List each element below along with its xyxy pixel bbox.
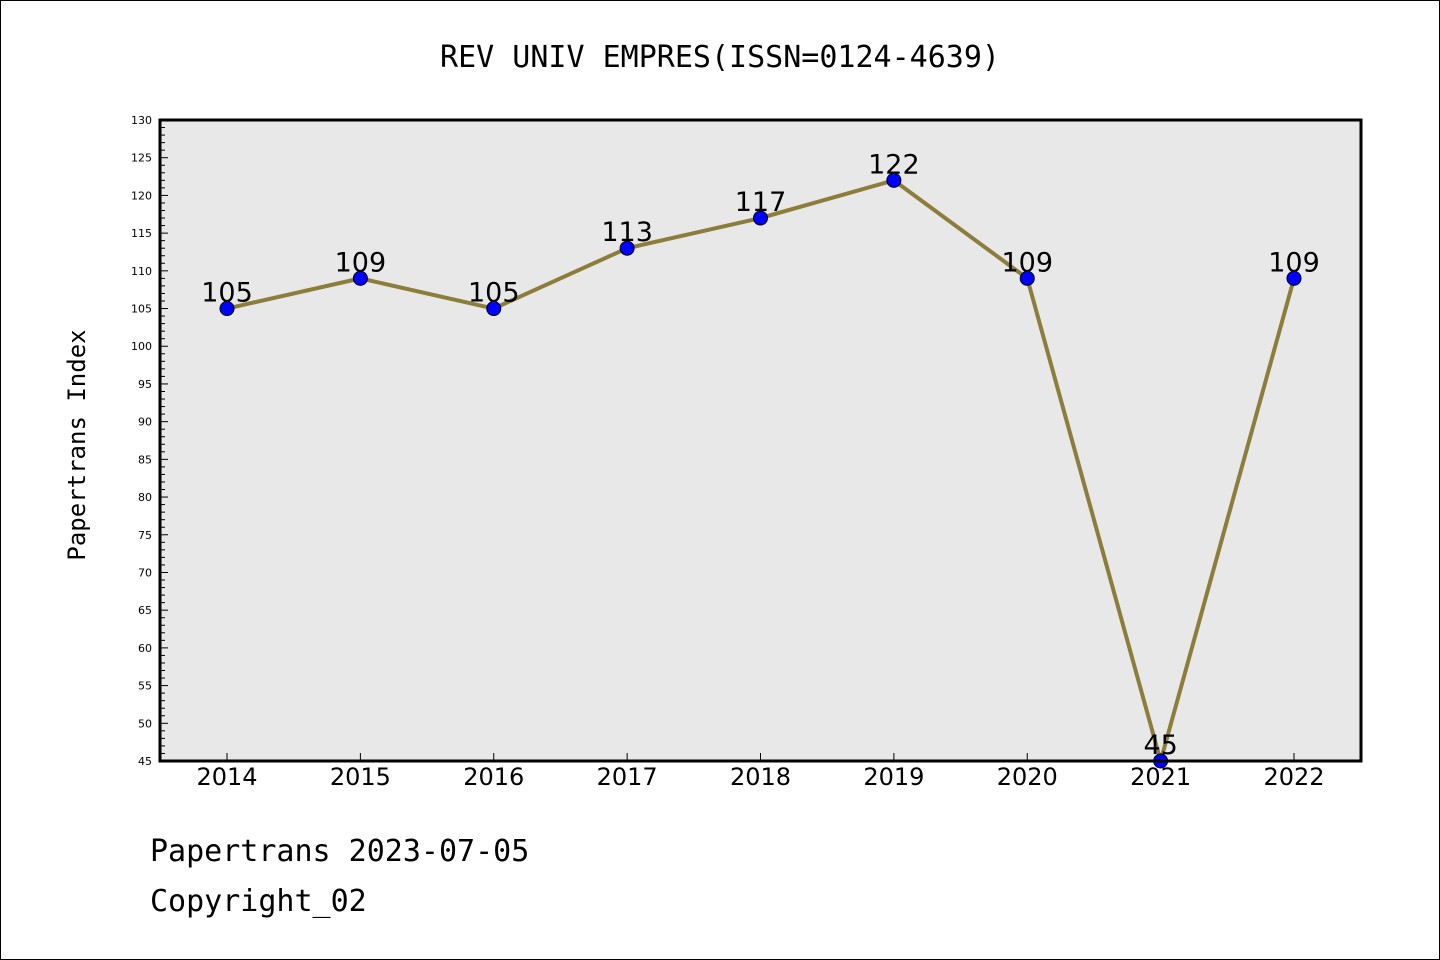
x-tick-label: 2020 (997, 763, 1058, 791)
x-tick-label: 2022 (1263, 763, 1324, 791)
y-tick-label: 110 (131, 265, 152, 278)
y-tick-label: 85 (138, 453, 152, 466)
y-tick-label: 65 (138, 604, 152, 617)
data-label: 105 (468, 278, 520, 309)
y-tick-label: 95 (138, 378, 152, 391)
x-tick-label: 2017 (597, 763, 658, 791)
chart-title: REV UNIV EMPRES(ISSN=0124-4639) (440, 40, 1000, 75)
data-point (753, 210, 768, 226)
footer-date: Papertrans 2023-07-05 (150, 834, 530, 869)
data-label: 109 (335, 247, 387, 278)
y-tick-label: 70 (138, 566, 152, 579)
data-label: 105 (201, 278, 253, 309)
data-label: 122 (868, 149, 920, 180)
data-point (886, 172, 902, 188)
x-tick-label: 2014 (196, 763, 257, 791)
y-tick-label: 90 (138, 416, 152, 429)
x-tick-label: 2015 (330, 763, 391, 791)
plot-border (158, 118, 1363, 763)
y-tick-label: 45 (138, 755, 152, 768)
data-point (486, 301, 502, 317)
y-tick-label: 125 (131, 152, 152, 165)
y-axis-label: Papertrans Index (63, 329, 91, 560)
x-axis: 2014 2015 2016 2017 2018 2019 2020 2021 2022 (196, 753, 1325, 791)
data-label: 45 (1143, 730, 1177, 761)
x-tick-label: 2016 (463, 763, 524, 791)
y-tick-label: 75 (138, 529, 152, 542)
data-point (1286, 270, 1302, 286)
data-point (352, 270, 368, 286)
y-tick-label: 120 (131, 189, 152, 202)
footer-copyright: Copyright_02 (150, 884, 367, 919)
data-label: 109 (1001, 247, 1053, 278)
data-label: 117 (735, 187, 787, 218)
y-tick-label: 60 (138, 642, 152, 655)
data-point (619, 240, 635, 256)
data-label: 113 (601, 217, 653, 248)
data-label: 109 (1268, 247, 1320, 278)
data-point (219, 301, 235, 317)
series-line-group: 105 109 105 113 117 122 109 45 109 (201, 149, 1320, 769)
plot-area (160, 120, 1361, 761)
y-tick-label: 130 (131, 114, 152, 127)
y-tick-label: 100 (131, 340, 152, 353)
y-tick-label: 105 (131, 303, 152, 316)
data-point (1019, 270, 1035, 286)
y-tick-label: 80 (138, 491, 152, 504)
y-tick-label: 55 (138, 680, 152, 693)
y-tick-label: 115 (131, 227, 152, 240)
y-tick-label: 50 (138, 717, 152, 730)
x-tick-label: 2019 (863, 763, 924, 791)
x-tick-label: 2018 (730, 763, 791, 791)
